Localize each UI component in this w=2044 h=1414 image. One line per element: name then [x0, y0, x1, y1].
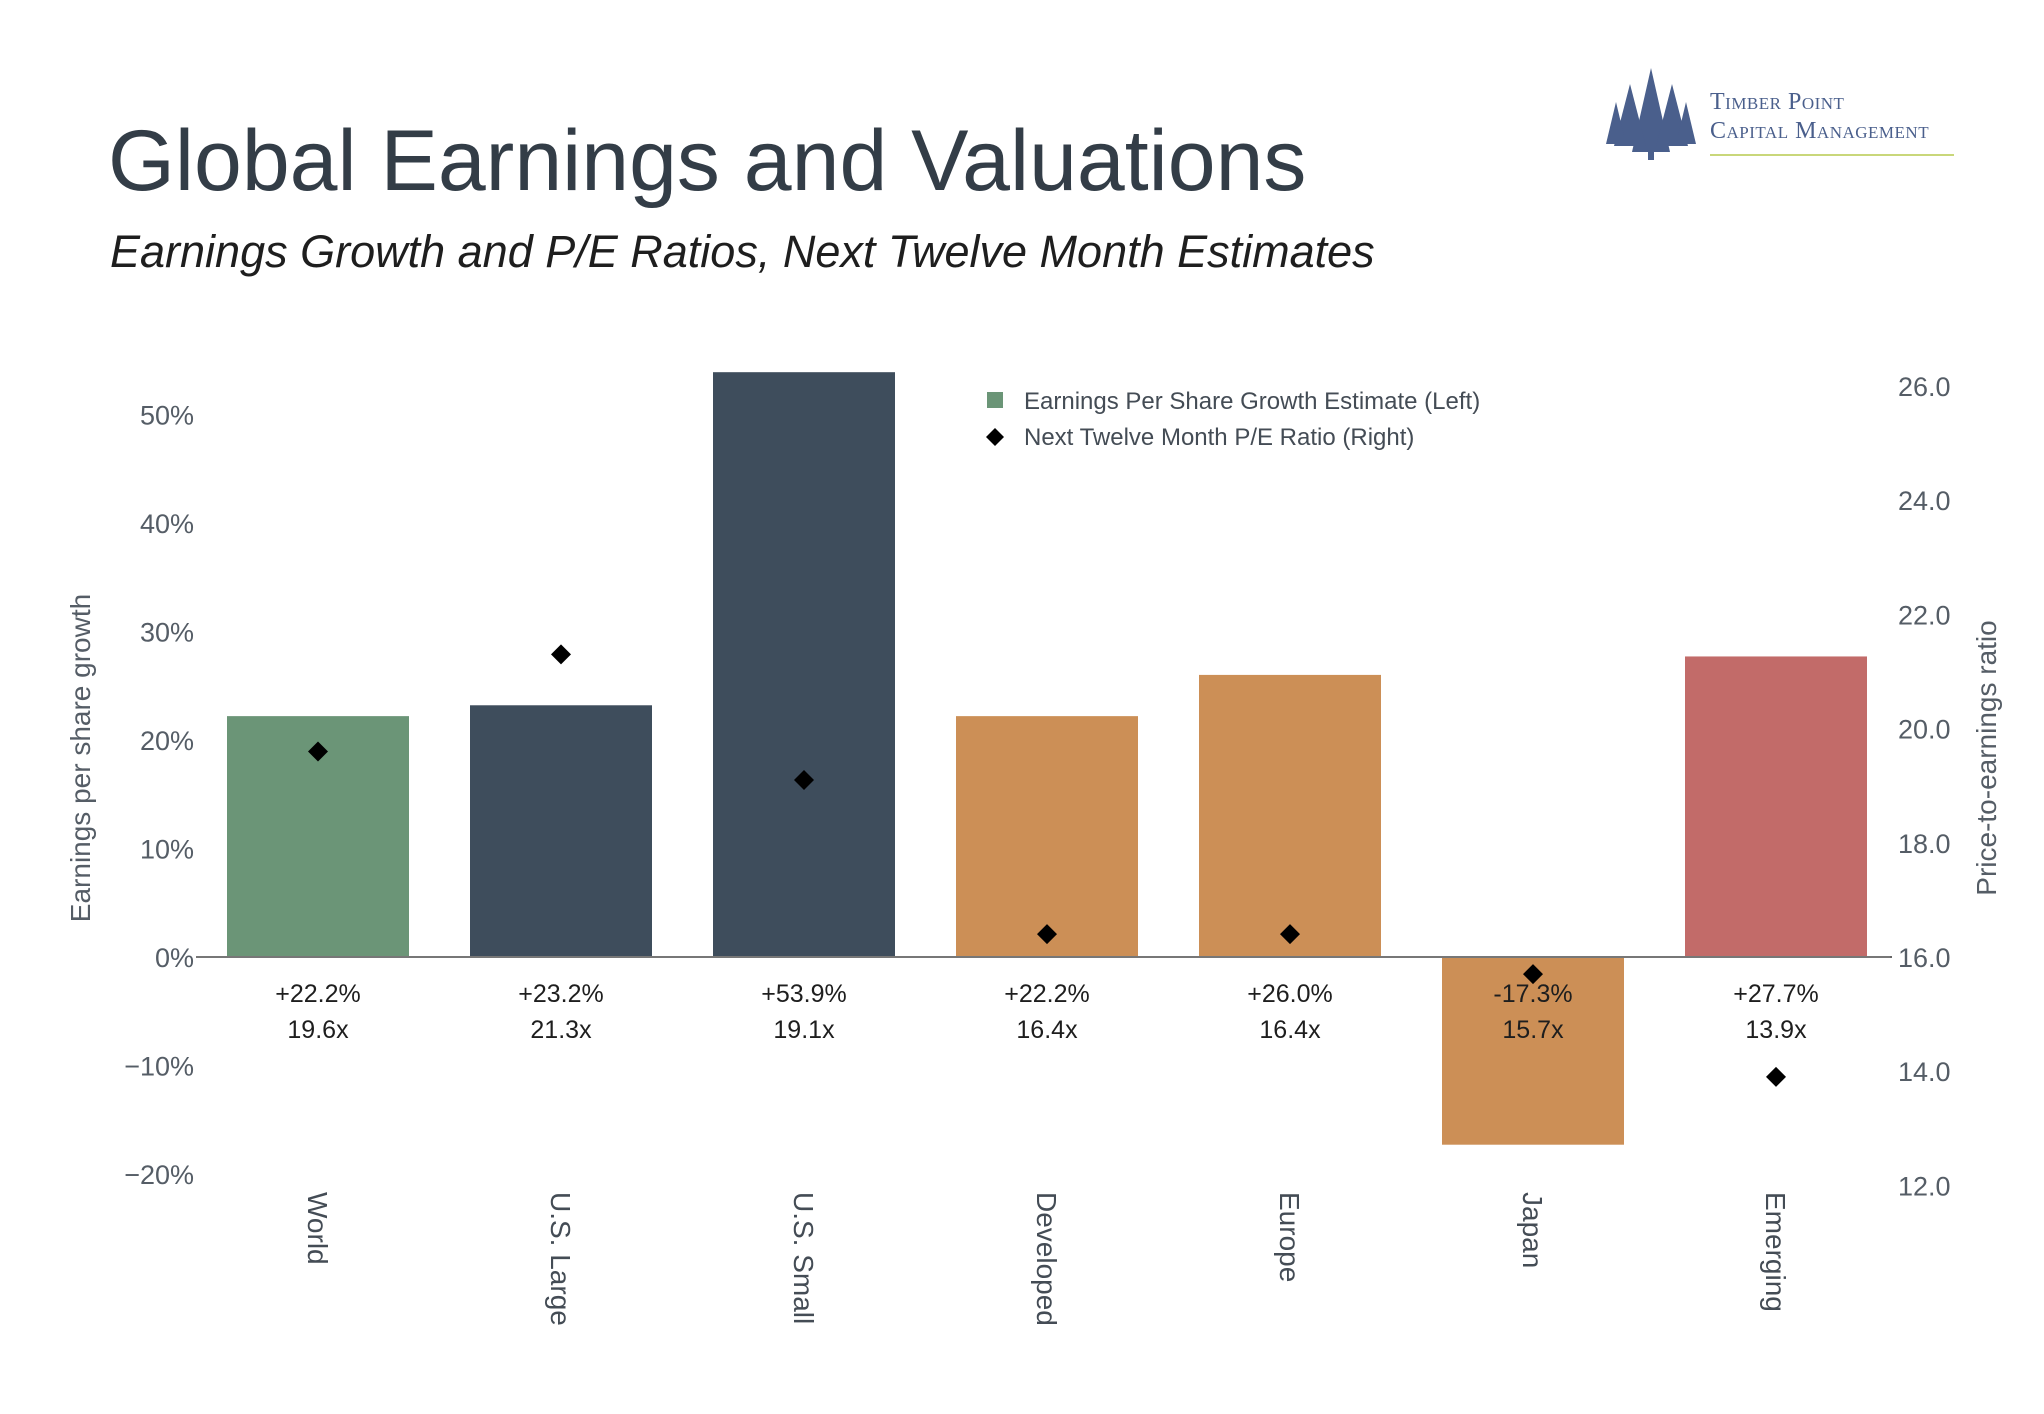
logo-line-1: Timber Point [1710, 89, 1845, 115]
data-label-pe: 16.4x [1259, 1016, 1321, 1044]
bar-japan [1442, 957, 1624, 1145]
chart-title: Global Earnings and Valuations [108, 113, 1307, 209]
legend-swatch-growth [987, 392, 1003, 408]
logo-underline [1710, 154, 1954, 156]
legend-label-pe: Next Twelve Month P/E Ratio (Right) [1024, 424, 1414, 451]
y-tick-label-left: 20% [140, 726, 194, 756]
y-tick-label-right: 16.0 [1898, 943, 1951, 973]
pe-marker [551, 644, 571, 665]
logo-line-2: Capital Management [1710, 118, 1930, 144]
data-label-pe: 19.6x [287, 1016, 349, 1044]
bar-europe [1199, 674, 1381, 957]
data-label-growth: +23.2% [518, 980, 604, 1008]
legend-label-growth: Earnings Per Share Growth Estimate (Left… [1024, 388, 1480, 415]
pe-marker [1280, 924, 1300, 945]
x-category-label: Europe [1274, 1192, 1305, 1282]
bar-developed [956, 716, 1138, 957]
pe-marker [308, 741, 328, 762]
pine-trees-icon [1606, 68, 1696, 160]
pe-marker [1766, 1066, 1786, 1087]
x-category-label: Emerging [1760, 1192, 1791, 1312]
data-label-pe: 16.4x [1016, 1016, 1078, 1044]
data-label-pe: 15.7x [1502, 1016, 1564, 1044]
y-tick-label-left: −10% [124, 1052, 194, 1082]
y-tick-label-right: 26.0 [1898, 372, 1951, 402]
data-label-growth: +53.9% [761, 980, 847, 1008]
y-tick-label-right: 24.0 [1898, 486, 1951, 516]
y-tick-label-right: 12.0 [1898, 1171, 1951, 1201]
y-tick-label-right: 22.0 [1898, 600, 1951, 630]
y-tick-label-right: 18.0 [1898, 829, 1951, 859]
y-tick-label-left: 40% [140, 509, 194, 539]
bar-emerging [1685, 656, 1867, 957]
data-label-growth: +26.0% [1247, 980, 1333, 1008]
x-category-label: Japan [1517, 1192, 1548, 1268]
x-category-label: World [302, 1192, 333, 1265]
y-axis-title-left: Earnings per share growth [65, 594, 96, 922]
chart-subtitle: Earnings Growth and P/E Ratios, Next Twe… [110, 226, 1375, 277]
y-tick-label-left: 30% [140, 618, 194, 648]
y-tick-label-left: 0% [155, 943, 194, 973]
y-tick-label-left: 50% [140, 401, 194, 431]
x-category-label: U.S. Large [545, 1192, 576, 1326]
data-label-growth: -17.3% [1493, 980, 1572, 1008]
legend-marker-pe [986, 428, 1004, 446]
x-category-label: U.S. Small [788, 1192, 819, 1324]
pe-marker [1037, 924, 1057, 945]
bar-u-s-small [713, 372, 895, 957]
y-axis-title-right: Price-to-earnings ratio [1971, 620, 2002, 895]
y-tick-label-left: 10% [140, 835, 194, 865]
company-logo: Timber Point Capital Management [1606, 64, 1966, 168]
y-tick-label-right: 20.0 [1898, 715, 1951, 745]
data-label-growth: +27.7% [1733, 980, 1819, 1008]
pe-marker [1523, 964, 1543, 985]
y-tick-label-right: 14.0 [1898, 1057, 1951, 1087]
data-label-growth: +22.2% [275, 980, 361, 1008]
data-label-pe: 19.1x [773, 1016, 835, 1044]
data-label-pe: 13.9x [1745, 1016, 1807, 1044]
pe-marker [794, 769, 814, 790]
data-label-pe: 21.3x [530, 1016, 592, 1044]
plot-area: 50% 40% 30% 20% 10% 0% −10% −20% 26.0 24.0 22.0 20.… [65, 372, 2002, 1326]
y-tick-label-left: −20% [124, 1160, 194, 1190]
data-label-growth: +22.2% [1004, 980, 1090, 1008]
x-category-label: Developed [1031, 1192, 1062, 1326]
bar-u-s-large [470, 705, 652, 957]
